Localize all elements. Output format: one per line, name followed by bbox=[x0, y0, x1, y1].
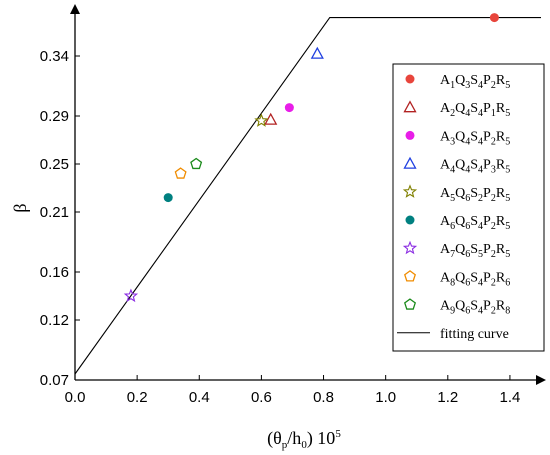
legend-marker bbox=[405, 74, 415, 84]
x-axis-title: (θp/h0) 105 bbox=[267, 428, 341, 451]
legend-marker bbox=[404, 298, 416, 310]
x-tick-label: 1.2 bbox=[437, 389, 458, 406]
legend-label: A9Q6S4P2R8 bbox=[440, 299, 510, 317]
data-point bbox=[310, 46, 324, 59]
x-tick-label: 0.2 bbox=[127, 389, 148, 406]
legend-label: fitting curve bbox=[440, 327, 509, 342]
y-tick-label: 0.29 bbox=[40, 108, 69, 125]
y-tick-label: 0.12 bbox=[40, 312, 69, 329]
legend-marker bbox=[405, 130, 415, 140]
x-tick-label: 0.6 bbox=[251, 389, 272, 406]
fitting-curve-layer bbox=[74, 17, 541, 375]
legend-marker bbox=[403, 100, 417, 113]
x-tick-label: 1.4 bbox=[500, 389, 521, 406]
x-axis-arrow bbox=[536, 375, 546, 385]
y-tick-label: 0.21 bbox=[40, 204, 69, 221]
legend-label: A7Q6S5P2R5 bbox=[440, 242, 510, 260]
legend-marker bbox=[402, 184, 418, 198]
legend-items: A1Q3S4P2R5 A2Q4S4P1R5 A3Q4S4P2R5 A4Q4S4P3R5… bbox=[397, 73, 510, 342]
legend: A1Q3S4P2R5 A2Q4S4P1R5 A3Q4S4P2R5 A4Q4S4P3R5… bbox=[392, 63, 545, 352]
data-point bbox=[123, 288, 139, 303]
legend-label: A5Q6S2P2R5 bbox=[440, 186, 510, 204]
x-tick-label: 0.4 bbox=[189, 389, 210, 406]
legend-label: A8Q6S4P2R6 bbox=[440, 270, 510, 288]
legend-label: A1Q3S4P2R5 bbox=[440, 73, 510, 91]
y-tick-label: 0.16 bbox=[40, 264, 69, 281]
legend-label: A2Q4S4P1R5 bbox=[440, 101, 510, 119]
y-axis-title: β bbox=[10, 203, 30, 212]
data-point bbox=[254, 113, 269, 127]
y-axis-arrow bbox=[70, 4, 80, 14]
data-point bbox=[284, 103, 294, 113]
data-points bbox=[123, 13, 499, 303]
legend-label: A4Q4S4P3R5 bbox=[440, 158, 510, 176]
legend-marker bbox=[405, 215, 415, 225]
data-point bbox=[190, 157, 203, 170]
data-point bbox=[489, 13, 499, 23]
y-tick-label: 0.34 bbox=[40, 48, 69, 65]
y-tick-label: 0.25 bbox=[40, 156, 69, 173]
fitting-curve bbox=[74, 17, 541, 375]
data-point bbox=[174, 167, 187, 179]
x-tick-label: 0.0 bbox=[65, 389, 86, 406]
y-tick-label: 0.07 bbox=[40, 372, 69, 389]
data-point bbox=[264, 112, 278, 125]
data-point bbox=[163, 193, 173, 203]
legend-label: A3Q4S4P2R5 bbox=[440, 129, 510, 147]
legend-marker bbox=[402, 240, 418, 255]
legend-marker bbox=[403, 156, 417, 169]
legend-box bbox=[392, 63, 545, 352]
x-tick-label: 0.8 bbox=[313, 389, 334, 406]
axes bbox=[70, 4, 546, 385]
legend-label: A6Q6S4P2R5 bbox=[440, 214, 510, 232]
x-tick-label: 1.0 bbox=[375, 389, 396, 406]
legend-marker bbox=[404, 270, 416, 282]
ticks: 0.0 0.2 0.4 0.6 0.8 1.0 1.2 1.4 0.07 0.12 0.16 0.21… bbox=[40, 48, 521, 406]
